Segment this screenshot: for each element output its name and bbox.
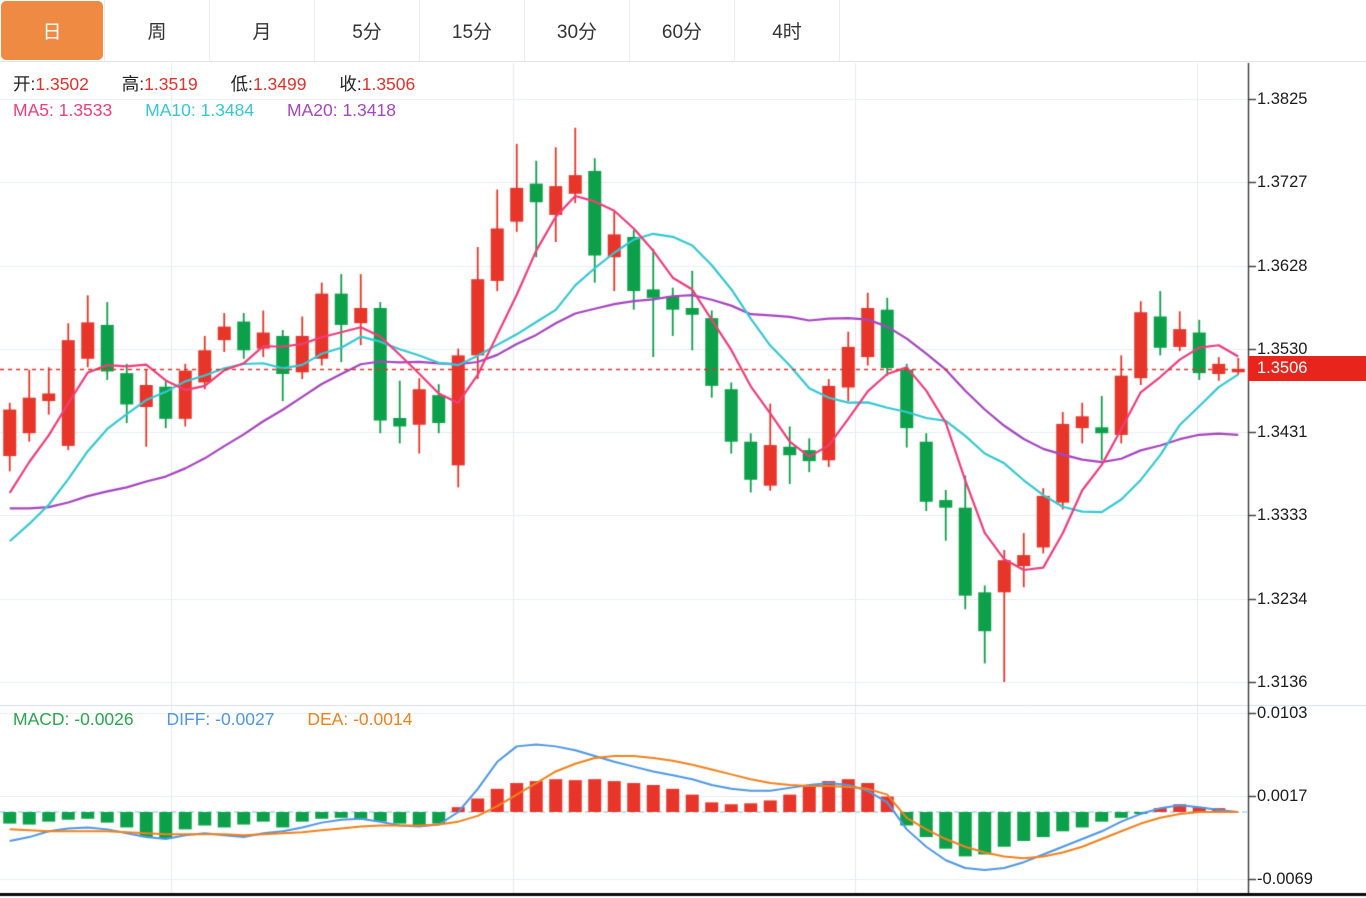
price-axis-label: 1.3234 (1257, 589, 1308, 608)
price-axis-label: 1.3431 (1257, 423, 1308, 442)
tab-4hour[interactable]: 4时 (735, 0, 840, 61)
price-axis-label: 1.3530 (1257, 339, 1308, 358)
tab-60min[interactable]: 60分 (630, 0, 735, 61)
tab-15min[interactable]: 15分 (420, 0, 525, 61)
diff-value: -0.0027 (215, 709, 275, 729)
tab-30min[interactable]: 30分 (525, 0, 630, 61)
macd-axis-label: -0.0069 (1257, 869, 1313, 888)
high-label: 高: (121, 74, 145, 94)
macd-value: -0.0026 (74, 709, 134, 729)
macd-legend: MACD: -0.0026 DIFF: -0.0027 DEA: -0.0014 (13, 709, 440, 730)
tab-label: 4时 (772, 22, 802, 43)
tab-label: 60分 (661, 22, 703, 43)
tab-week[interactable]: 周 (105, 0, 210, 61)
price-axis-label: 1.3825 (1257, 90, 1308, 108)
open-value: 1.3502 (35, 74, 89, 94)
price-axis-label: 1.3136 (1257, 673, 1308, 691)
close-value: 1.3506 (361, 74, 416, 94)
tab-label: 15分 (451, 22, 493, 43)
dea-label: DEA: (307, 709, 349, 729)
low-value: 1.3499 (252, 74, 307, 94)
ma5-label: MA5: (13, 100, 54, 120)
close-label: 收: (339, 74, 362, 94)
price-axis-label: 1.3727 (1257, 173, 1308, 192)
diff-label: DIFF: (166, 709, 211, 729)
period-tab-bar: 日 周 月 5分 15分 30分 60分 4时 (0, 0, 1366, 62)
tab-day[interactable]: 日 (0, 0, 105, 61)
ma20-value: 1.3418 (342, 100, 396, 120)
tab-5min[interactable]: 5分 (315, 0, 420, 61)
price-axis-label: 1.3333 (1257, 506, 1308, 525)
ma10-value: 1.3484 (200, 100, 255, 120)
macd-axis-label: 0.0017 (1257, 786, 1308, 805)
tab-label: 月 (252, 22, 272, 43)
price-axis-label: 1.3628 (1257, 256, 1308, 275)
ma-legend: MA5: 1.3533 MA10: 1.3484 MA20: 1.3418 (13, 100, 424, 121)
high-value: 1.3519 (144, 74, 198, 94)
ma10-label: MA10: (145, 100, 196, 120)
tab-label: 5分 (352, 22, 382, 43)
macd-axis-label: 0.0103 (1257, 703, 1308, 722)
open-label: 开: (13, 74, 36, 94)
macd-label: MACD: (13, 709, 70, 729)
ohlc-legend: 开:1.3502 高:1.3519 低:1.3499 收:1.3506 (13, 71, 443, 96)
low-label: 低: (230, 74, 253, 94)
dea-value: -0.0014 (353, 709, 413, 729)
tab-label: 周 (147, 22, 167, 43)
tab-month[interactable]: 月 (210, 0, 315, 61)
ma5-value: 1.3533 (58, 100, 113, 120)
active-tab-highlight (1, 1, 103, 60)
current-price-tag: 1.3506 (1248, 355, 1366, 381)
ma20-label: MA20: (287, 100, 338, 120)
tab-label: 30分 (556, 22, 598, 43)
tab-label: 日 (42, 22, 62, 43)
